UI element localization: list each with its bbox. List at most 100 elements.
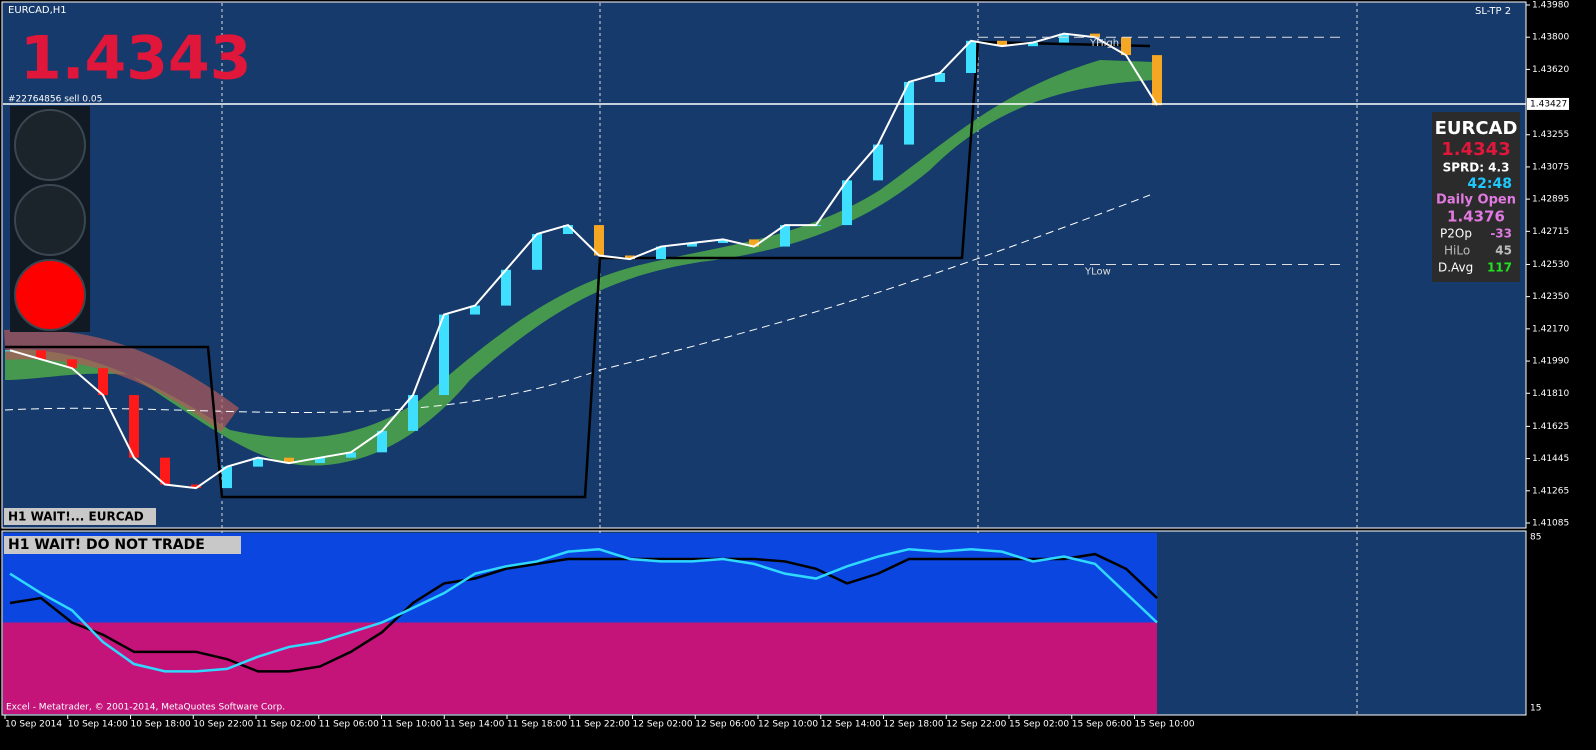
info-row-label: HiLo <box>1444 244 1470 258</box>
x-tick-label: 10 Sep 14:00 <box>68 720 128 730</box>
candle <box>191 484 201 489</box>
symbol-label: EURCAD,H1 <box>8 5 67 16</box>
y-tick-label: 1.43620 <box>1532 65 1569 75</box>
candle <box>935 72 945 82</box>
y-tick-label: 1.43800 <box>1532 33 1569 43</box>
status-sub: H1 WAIT! DO NOT TRADE <box>8 537 205 553</box>
candle <box>873 144 883 181</box>
y-tick-label: 1.41265 <box>1532 486 1569 496</box>
candle <box>594 225 604 256</box>
osc-tick-label: 85 <box>1530 533 1541 543</box>
x-tick-label: 12 Sep 22:00 <box>946 720 1006 730</box>
x-tick-label: 11 Sep 10:00 <box>382 720 442 730</box>
candle <box>222 466 232 489</box>
candle <box>439 314 449 396</box>
x-tick-label: 11 Sep 18:00 <box>507 720 567 730</box>
candle <box>160 457 170 485</box>
candle <box>470 305 480 315</box>
info-timer: 42:48 <box>1467 176 1512 192</box>
info-daily-open-label: Daily Open <box>1436 193 1516 208</box>
candle <box>346 452 356 458</box>
info-price: 1.4343 <box>1441 139 1510 160</box>
candle <box>253 457 263 467</box>
range-box <box>5 40 1151 499</box>
ma-band-bear <box>4 329 239 433</box>
info-row-label: P2Op <box>1440 227 1472 241</box>
info-row-label: D.Avg <box>1438 261 1473 275</box>
candle <box>315 457 325 464</box>
info-spread: SPRD: 4.3 <box>1443 161 1510 175</box>
status-bg <box>4 536 241 554</box>
light-red <box>14 259 86 331</box>
order-label: #22764856 sell 0.05 <box>8 95 102 105</box>
candle <box>377 430 387 453</box>
ma-slow <box>4 194 1151 413</box>
candle <box>718 239 728 243</box>
candle <box>1028 42 1038 47</box>
osc-line <box>9 547 1158 673</box>
candle <box>67 359 77 369</box>
candle <box>98 368 108 396</box>
yhigh-label: YHigh <box>1089 38 1119 49</box>
osc-lower <box>3 622 1157 714</box>
info-symbol: EURCAD <box>1435 118 1518 139</box>
candle <box>1090 33 1100 38</box>
y-tick-label: 1.41625 <box>1532 422 1569 432</box>
y-tick-label: 1.42715 <box>1532 227 1569 237</box>
y-tick-label: 1.41990 <box>1532 357 1569 367</box>
status-main: H1 WAIT!... EURCAD <box>8 510 144 524</box>
x-tick-label: 12 Sep 10:00 <box>758 720 818 730</box>
traffic-light <box>10 106 90 332</box>
info-row-value: -33 <box>1490 227 1512 241</box>
y-tick-label: 1.43255 <box>1532 130 1569 140</box>
x-tick-label: 10 Sep 2014 <box>5 720 62 730</box>
osc-line <box>9 552 1158 673</box>
current-price-tag <box>1527 97 1569 110</box>
light-off <box>14 184 86 256</box>
y-tick-label: 1.41085 <box>1532 519 1569 529</box>
y-tick-label: 1.41810 <box>1532 389 1569 399</box>
x-tick-label: 10 Sep 22:00 <box>193 720 253 730</box>
ylow-label: YLow <box>1084 266 1111 277</box>
light-off <box>14 109 86 181</box>
candle <box>532 234 542 270</box>
x-tick-label: 11 Sep 02:00 <box>256 720 316 730</box>
big-price: 1.4343 <box>20 24 252 94</box>
y-tick-label: 1.43075 <box>1532 162 1569 172</box>
x-tick-label: 11 Sep 06:00 <box>319 720 379 730</box>
current-price-label: 1.43427 <box>1530 99 1567 109</box>
candle <box>997 40 1007 47</box>
x-tick-label: 15 Sep 10:00 <box>1135 720 1195 730</box>
candle <box>904 81 914 145</box>
candle <box>36 350 46 360</box>
y-tick-label: 1.42895 <box>1532 195 1569 205</box>
x-tick-label: 12 Sep 18:00 <box>884 720 944 730</box>
status-bg <box>4 508 156 525</box>
candle <box>408 395 418 431</box>
candle <box>129 395 139 458</box>
y-tick-label: 1.41445 <box>1532 454 1569 464</box>
close-line <box>9 32 1158 490</box>
candle <box>966 40 976 73</box>
candle <box>501 269 511 306</box>
info-row-value: 45 <box>1495 244 1512 258</box>
y-tick-label: 1.43980 <box>1532 1 1569 11</box>
marks <box>3 32 1162 714</box>
x-tick-label: 10 Sep 18:00 <box>131 720 191 730</box>
candle <box>656 246 666 260</box>
x-tick-label: 15 Sep 02:00 <box>1009 720 1069 730</box>
candle <box>284 457 294 464</box>
candle <box>842 180 852 226</box>
candle <box>625 255 635 260</box>
info-daily-open: 1.4376 <box>1447 208 1505 226</box>
candle <box>1121 37 1131 56</box>
x-tick-label: 11 Sep 22:00 <box>570 720 630 730</box>
x-tick-label: 12 Sep 02:00 <box>633 720 693 730</box>
x-tick-label: 12 Sep 14:00 <box>821 720 881 730</box>
candle <box>749 239 759 247</box>
candle <box>563 225 573 235</box>
ea-label: SL-TP 2 <box>1475 6 1511 17</box>
candle <box>687 242 697 247</box>
y-tick-label: 1.42350 <box>1532 292 1569 302</box>
